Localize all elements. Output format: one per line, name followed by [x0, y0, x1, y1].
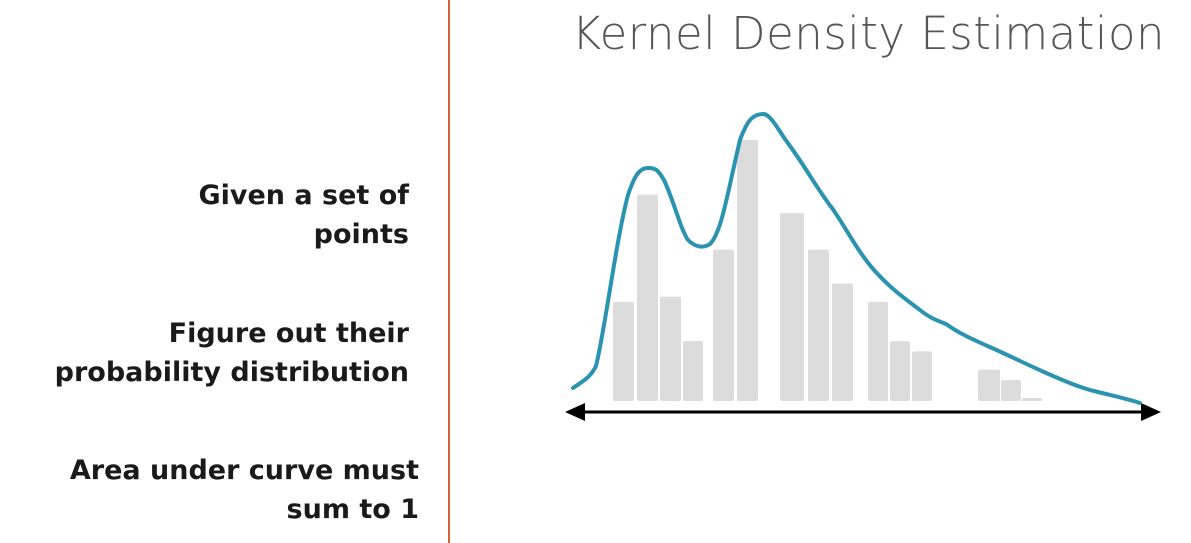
- histogram-bar: [780, 213, 804, 401]
- axis-arrow-right: [1141, 403, 1161, 421]
- axis-arrow-left: [565, 403, 585, 421]
- bullet-point-1-line-2: points: [313, 219, 409, 250]
- histogram-bar: [890, 340, 910, 401]
- histogram-bar: [713, 249, 734, 401]
- bullet-point-2-line-2: probability distribution: [54, 357, 409, 388]
- histogram-bar: [868, 301, 888, 401]
- histogram-bars: [613, 140, 1042, 401]
- density-curve: [571, 112, 1142, 405]
- x-axis: [565, 403, 1161, 421]
- bullet-point-3-line-1: Area under curve must: [69, 455, 419, 486]
- vertical-divider: [448, 0, 450, 543]
- histogram-bar: [683, 340, 703, 401]
- slide-title: Kernel Density Estimation: [571, 7, 1165, 60]
- bullet-point-3: Area under curve must sum to 1: [70, 451, 419, 529]
- histogram-bar: [1022, 398, 1042, 401]
- bullet-point-1: Given a set of points: [198, 176, 409, 254]
- histogram-bar: [978, 369, 1000, 401]
- histogram-bar: [613, 301, 634, 401]
- histogram-bar: [1001, 380, 1021, 401]
- bullet-point-2: Figure out their probability distributio…: [55, 314, 409, 392]
- histogram-bar: [832, 283, 853, 401]
- bullet-point-3-line-2: sum to 1: [286, 494, 419, 525]
- histogram-bar: [808, 249, 829, 401]
- histogram-bar: [660, 296, 681, 401]
- histogram-bar: [737, 140, 758, 401]
- histogram-bar: [637, 194, 658, 401]
- histogram-bar: [912, 351, 932, 401]
- bullet-point-1-line-1: Given a set of: [198, 180, 409, 211]
- bullet-point-2-line-1: Figure out their: [168, 318, 409, 349]
